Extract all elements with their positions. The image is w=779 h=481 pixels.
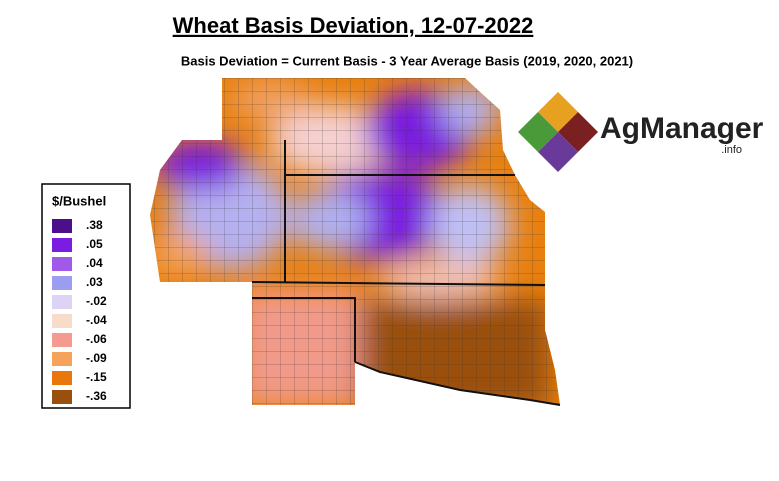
logo-suffix: .info	[721, 144, 742, 156]
legend-swatch	[52, 238, 72, 252]
legend-label: .04	[86, 256, 103, 270]
legend-label: -.15	[86, 370, 107, 384]
legend-label: -.09	[86, 351, 107, 365]
legend-label: .05	[86, 237, 103, 251]
legend: $/Bushel .38 .05 .04 .03 -.02 -.04 -.06 -.09 -.1…	[41, 183, 131, 409]
legend-title: $/Bushel	[52, 193, 106, 208]
logo-name: AgManager	[600, 112, 764, 145]
state-borders	[251, 140, 561, 406]
legend-swatch	[52, 219, 72, 233]
logo: AgManager .info	[518, 92, 764, 172]
legend-swatch	[52, 333, 72, 347]
legend-swatch	[52, 352, 72, 366]
map	[150, 78, 560, 405]
legend-label: -.36	[86, 389, 107, 403]
legend-label: -.02	[86, 294, 107, 308]
legend-label: -.04	[86, 313, 107, 327]
legend-swatch	[52, 295, 72, 309]
legend-label: .38	[86, 218, 103, 232]
subtitle: Basis Deviation = Current Basis - 3 Year…	[181, 53, 633, 68]
legend-swatch	[52, 276, 72, 290]
legend-label: .03	[86, 275, 103, 289]
legend-label: -.06	[86, 332, 107, 346]
legend-swatch	[52, 257, 72, 271]
legend-swatch	[52, 314, 72, 328]
title: Wheat Basis Deviation, 12-07-2022	[173, 13, 534, 38]
legend-swatch	[52, 371, 72, 385]
legend-swatch	[52, 390, 72, 404]
